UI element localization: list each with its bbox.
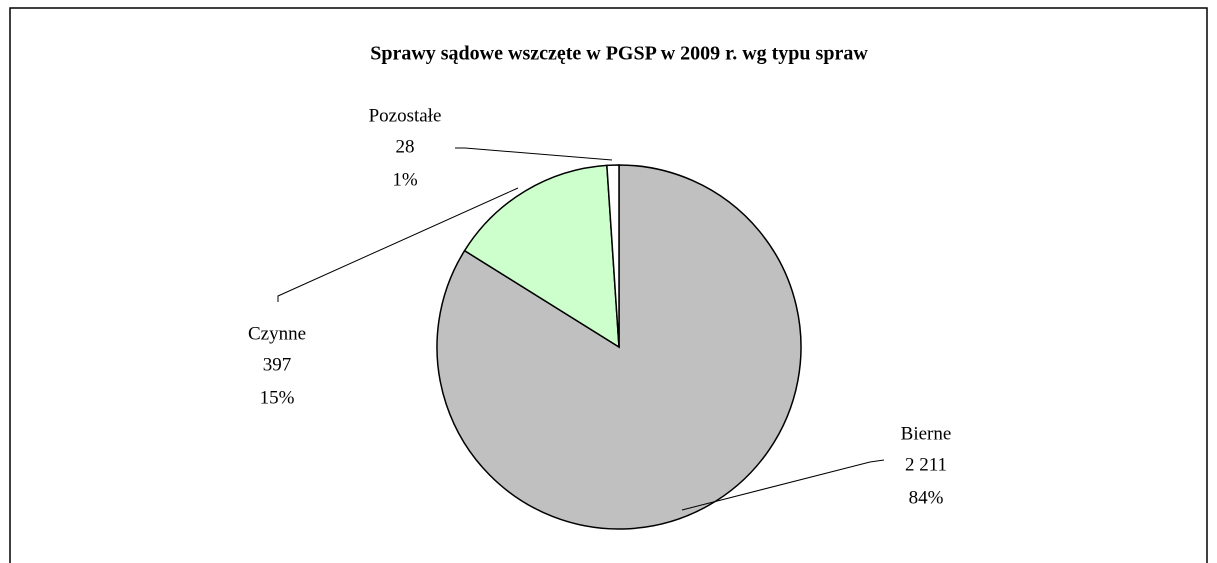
percent-label: 1%	[392, 169, 418, 190]
chart-title: Sprawy sądowe wszczęte w PGSP w 2009 r. …	[370, 43, 868, 65]
value-label: 28	[396, 136, 415, 157]
leader-line	[455, 147, 613, 161]
chart-frame	[9, 7, 1208, 563]
leader-line	[681, 459, 885, 511]
pie-slice	[463, 164, 620, 349]
percent-label: 15%	[260, 387, 295, 408]
pie-slice	[606, 164, 620, 348]
leader-line	[277, 187, 519, 302]
percent-label: 84%	[909, 487, 944, 508]
slice-label: Pozostałe	[369, 105, 442, 126]
slice-label: Czynne	[248, 323, 306, 344]
value-label: 397	[263, 354, 292, 375]
value-label: 2 211	[905, 454, 947, 475]
slice-label: Bierne	[901, 423, 952, 444]
